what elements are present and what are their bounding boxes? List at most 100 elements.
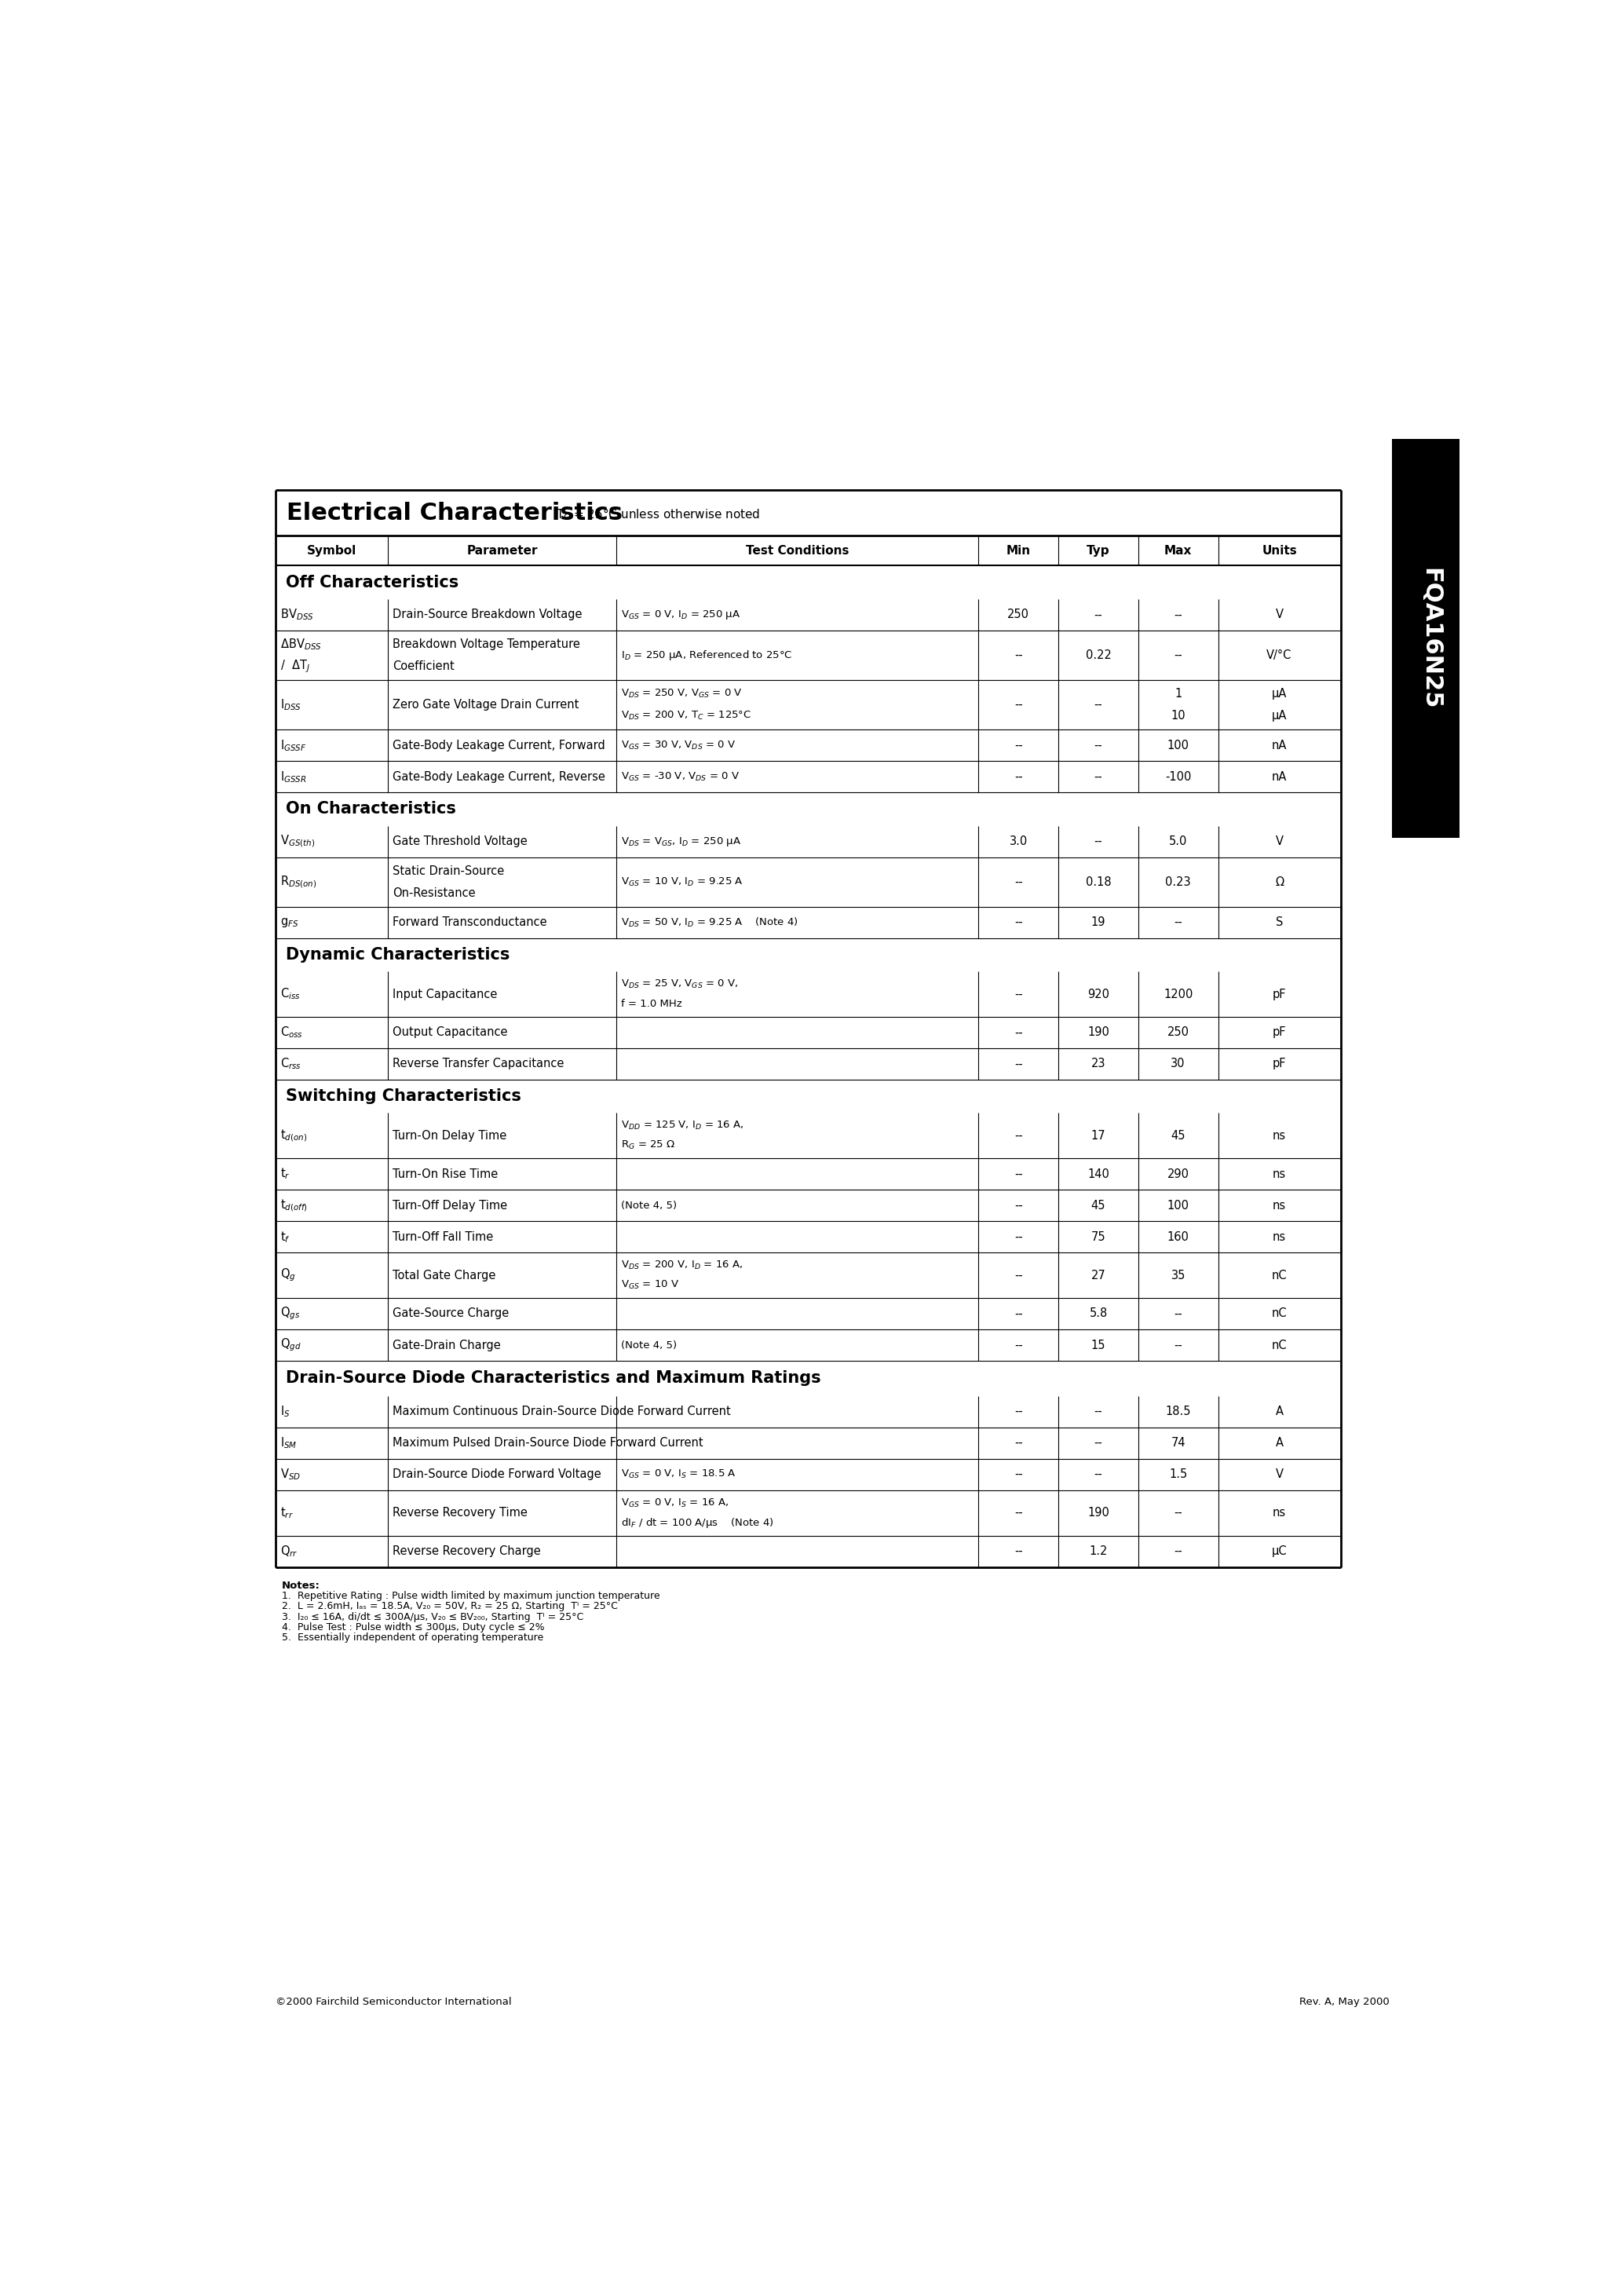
Text: R$_{DS(on)}$: R$_{DS(on)}$ (281, 875, 318, 889)
Text: V$_{DS}$ = 200 V, T$_{C}$ = 125°C: V$_{DS}$ = 200 V, T$_{C}$ = 125°C (621, 709, 751, 721)
Text: 290: 290 (1168, 1169, 1189, 1180)
Text: --: -- (1174, 1309, 1182, 1320)
Text: Test Conditions: Test Conditions (746, 544, 850, 556)
Text: 5.8: 5.8 (1090, 1309, 1108, 1320)
Text: Units: Units (1262, 544, 1298, 556)
Text: V$_{GS}$ = 10 V, I$_{D}$ = 9.25 A: V$_{GS}$ = 10 V, I$_{D}$ = 9.25 A (621, 877, 743, 889)
Text: 100: 100 (1168, 1199, 1189, 1212)
Text: --: -- (1014, 1309, 1022, 1320)
Text: V$_{GS}$ = 0 V, I$_{S}$ = 16 A,: V$_{GS}$ = 0 V, I$_{S}$ = 16 A, (621, 1497, 728, 1508)
Text: V$_{GS}$ = -30 V, V$_{DS}$ = 0 V: V$_{GS}$ = -30 V, V$_{DS}$ = 0 V (621, 771, 740, 783)
Text: --: -- (1174, 650, 1182, 661)
Text: nA: nA (1272, 771, 1286, 783)
Text: V$_{DS}$ = 25 V, V$_{GS}$ = 0 V,: V$_{DS}$ = 25 V, V$_{GS}$ = 0 V, (621, 978, 738, 990)
Text: -100: -100 (1165, 771, 1191, 783)
Text: --: -- (1014, 1231, 1022, 1242)
Text: Off Characteristics: Off Characteristics (285, 574, 459, 590)
Text: --: -- (1014, 877, 1022, 889)
Text: 920: 920 (1087, 987, 1109, 1001)
Text: Symbol: Symbol (307, 544, 357, 556)
Text: --: -- (1014, 1026, 1022, 1038)
Text: Typ: Typ (1087, 544, 1109, 556)
Text: 140: 140 (1087, 1169, 1109, 1180)
Text: --: -- (1014, 698, 1022, 712)
Text: t$_{r}$: t$_{r}$ (281, 1166, 290, 1182)
Text: 1.2: 1.2 (1088, 1545, 1108, 1557)
Text: (Note 4, 5): (Note 4, 5) (621, 1201, 678, 1210)
Text: 30: 30 (1171, 1058, 1186, 1070)
Text: t$_{f}$: t$_{f}$ (281, 1231, 290, 1244)
Text: V: V (1275, 608, 1283, 620)
Text: --: -- (1014, 1405, 1022, 1417)
Text: (Note 4, 5): (Note 4, 5) (621, 1341, 678, 1350)
Text: Q$_{rr}$: Q$_{rr}$ (281, 1543, 298, 1559)
Text: ns: ns (1273, 1130, 1286, 1141)
Text: I$_{D}$ = 250 μA, Referenced to 25°C: I$_{D}$ = 250 μA, Referenced to 25°C (621, 647, 793, 661)
Text: V$_{GS}$ = 0 V, I$_{D}$ = 250 μA: V$_{GS}$ = 0 V, I$_{D}$ = 250 μA (621, 608, 741, 620)
Text: Gate-Source Charge: Gate-Source Charge (393, 1309, 509, 1320)
Text: V/°C: V/°C (1267, 650, 1293, 661)
Text: Turn-Off Fall Time: Turn-Off Fall Time (393, 1231, 493, 1242)
Text: 1.5: 1.5 (1169, 1469, 1187, 1481)
Text: V$_{GS}$ = 10 V: V$_{GS}$ = 10 V (621, 1279, 680, 1290)
Text: --: -- (1174, 1545, 1182, 1557)
Text: Zero Gate Voltage Drain Current: Zero Gate Voltage Drain Current (393, 698, 579, 712)
Text: --: -- (1095, 1437, 1103, 1449)
Text: V: V (1275, 1469, 1283, 1481)
Text: Dynamic Characteristics: Dynamic Characteristics (285, 946, 509, 962)
Text: nC: nC (1272, 1270, 1286, 1281)
Text: 190: 190 (1087, 1026, 1109, 1038)
Text: --: -- (1095, 771, 1103, 783)
Text: FQA16N25: FQA16N25 (1419, 567, 1442, 709)
Text: Gate-Drain Charge: Gate-Drain Charge (393, 1339, 501, 1350)
Text: Gate-Body Leakage Current, Reverse: Gate-Body Leakage Current, Reverse (393, 771, 605, 783)
Text: Gate-Body Leakage Current, Forward: Gate-Body Leakage Current, Forward (393, 739, 605, 751)
Text: --: -- (1014, 1270, 1022, 1281)
Text: --: -- (1095, 608, 1103, 620)
Text: V$_{GS(th)}$: V$_{GS(th)}$ (281, 833, 315, 850)
Text: 3.  I₂₀ ≤ 16A, di/dt ≤ 300A/μs, V₂₀ ≤ BV₂₀₀, Starting  Tⁱ = 25°C: 3. I₂₀ ≤ 16A, di/dt ≤ 300A/μs, V₂₀ ≤ BV₂… (282, 1612, 584, 1621)
Text: V: V (1275, 836, 1283, 847)
Text: t$_{d(off)}$: t$_{d(off)}$ (281, 1199, 308, 1212)
Text: Ω: Ω (1275, 877, 1283, 889)
Text: --: -- (1174, 1339, 1182, 1350)
Text: 1.  Repetitive Rating : Pulse width limited by maximum junction temperature: 1. Repetitive Rating : Pulse width limit… (282, 1591, 660, 1600)
Text: I$_{GSSF}$: I$_{GSSF}$ (281, 737, 307, 753)
Text: 100: 100 (1168, 739, 1189, 751)
Text: --: -- (1174, 1506, 1182, 1518)
Text: V$_{DS}$ = 200 V, I$_{D}$ = 16 A,: V$_{DS}$ = 200 V, I$_{D}$ = 16 A, (621, 1261, 743, 1272)
Text: Switching Characteristics: Switching Characteristics (285, 1088, 521, 1104)
Text: --: -- (1014, 1469, 1022, 1481)
Text: --: -- (1014, 1058, 1022, 1070)
Text: I$_{DSS}$: I$_{DSS}$ (281, 698, 302, 712)
Text: Notes:: Notes: (282, 1580, 320, 1591)
Text: --: -- (1014, 1169, 1022, 1180)
Text: Output Capacitance: Output Capacitance (393, 1026, 508, 1038)
Text: V$_{DD}$ = 125 V, I$_{D}$ = 16 A,: V$_{DD}$ = 125 V, I$_{D}$ = 16 A, (621, 1120, 744, 1132)
Text: --: -- (1174, 916, 1182, 928)
Text: --: -- (1014, 1199, 1022, 1212)
Text: Coefficient: Coefficient (393, 661, 454, 673)
Text: μC: μC (1272, 1545, 1286, 1557)
Text: Turn-Off Delay Time: Turn-Off Delay Time (393, 1199, 508, 1212)
Text: --: -- (1014, 916, 1022, 928)
Text: 35: 35 (1171, 1270, 1186, 1281)
Text: --: -- (1014, 1545, 1022, 1557)
Text: μA: μA (1272, 709, 1286, 721)
Text: C$_{oss}$: C$_{oss}$ (281, 1026, 303, 1040)
Text: ns: ns (1273, 1231, 1286, 1242)
Text: pF: pF (1272, 987, 1286, 1001)
Text: Electrical Characteristics: Electrical Characteristics (287, 501, 623, 523)
Text: 0.22: 0.22 (1085, 650, 1111, 661)
Text: nC: nC (1272, 1339, 1286, 1350)
Text: Drain-Source Diode Characteristics and Maximum Ratings: Drain-Source Diode Characteristics and M… (285, 1371, 821, 1387)
Text: 250: 250 (1168, 1026, 1189, 1038)
Text: 250: 250 (1007, 608, 1030, 620)
Text: Reverse Transfer Capacitance: Reverse Transfer Capacitance (393, 1058, 564, 1070)
Text: Rev. A, May 2000: Rev. A, May 2000 (1299, 1998, 1388, 2007)
Text: 1: 1 (1174, 689, 1182, 700)
Text: --: -- (1095, 739, 1103, 751)
Text: V$_{GS}$ = 0 V, I$_{S}$ = 18.5 A: V$_{GS}$ = 0 V, I$_{S}$ = 18.5 A (621, 1469, 736, 1481)
Text: nC: nC (1272, 1309, 1286, 1320)
Text: V$_{GS}$ = 30 V, V$_{DS}$ = 0 V: V$_{GS}$ = 30 V, V$_{DS}$ = 0 V (621, 739, 736, 751)
